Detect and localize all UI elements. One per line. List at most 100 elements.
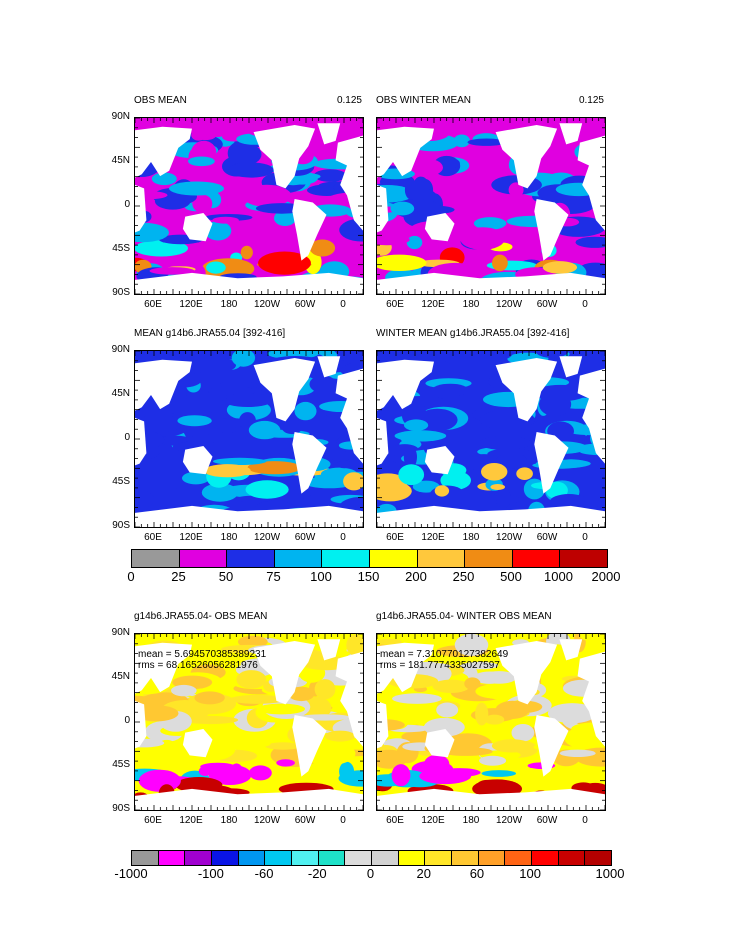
lon-label: 180 (462, 815, 480, 826)
field-patch (258, 251, 311, 275)
lat-label: 90S (112, 803, 130, 814)
field-patch (549, 494, 589, 510)
land-mass (577, 135, 605, 231)
lon-label: 120W (495, 815, 523, 826)
field-patch (497, 495, 520, 504)
field-patch (479, 435, 531, 451)
colorbar-cell (212, 851, 239, 865)
lon-label: 180 (462, 532, 480, 543)
field-patch (403, 445, 417, 469)
land-mass (317, 639, 341, 661)
field-patch (559, 749, 596, 757)
land-mass (317, 356, 341, 378)
land-mass (377, 642, 434, 694)
map-p4 (376, 350, 606, 528)
field-patch (491, 739, 532, 753)
lon-label: 180 (462, 299, 480, 310)
lon-label: 120W (253, 532, 281, 543)
map-field (135, 351, 363, 527)
field-patch (464, 677, 481, 690)
field-patch (185, 392, 229, 402)
lon-label: 60E (386, 299, 404, 310)
lat-label: 0 (124, 199, 130, 210)
field-patch (542, 261, 578, 274)
field-patch (508, 182, 524, 198)
land-mass (292, 199, 327, 261)
land-mass (135, 126, 192, 178)
field-patch (394, 430, 447, 442)
field-patch (203, 464, 251, 478)
map-field (135, 118, 363, 294)
field-patch (533, 384, 588, 402)
field-patch (343, 472, 363, 491)
field-patch (194, 691, 225, 705)
field-patch (303, 476, 355, 489)
land-mass (335, 135, 363, 231)
colorbar-label: 50 (218, 569, 234, 584)
field-patch (467, 138, 506, 146)
colorbar-label: 200 (405, 569, 427, 584)
field-patch (405, 158, 443, 177)
field-patch (439, 747, 493, 756)
lon-label: 120E (179, 299, 203, 310)
field-patch (479, 755, 507, 766)
field-patch (406, 235, 423, 250)
colorbar-label: 75 (266, 569, 281, 584)
lon-label: 0 (582, 532, 588, 543)
land-mass (377, 126, 434, 178)
colorbar-cell (274, 550, 323, 567)
colorbar-label: -20 (307, 866, 327, 881)
field-patch (576, 351, 605, 363)
colorbar-cell (560, 550, 607, 567)
field-patch (256, 738, 271, 747)
panel-title: WINTER MEAN g14b6.JRA55.04 [392-416] (376, 328, 570, 339)
land-mass (253, 641, 316, 705)
field-patch (135, 222, 169, 243)
field-patch (398, 464, 425, 486)
field-patch (300, 696, 332, 720)
map-field (377, 351, 605, 527)
colorbar-cell (417, 550, 466, 567)
colorbar-label: 1000 (595, 866, 625, 881)
field-patch (182, 715, 239, 725)
lat-label: 45N (111, 388, 130, 399)
field-patch (377, 638, 402, 646)
field-patch (436, 702, 459, 718)
lon-label: 180 (220, 532, 238, 543)
colorbar-label: 60 (469, 866, 485, 881)
land-mass (377, 700, 389, 749)
map-p5 (134, 633, 364, 811)
land-mass (253, 358, 316, 422)
lat-label: 90N (111, 111, 130, 122)
field-patch (404, 419, 429, 431)
field-patch (460, 227, 505, 250)
land-mass (182, 446, 213, 475)
field-patch (416, 205, 455, 214)
colorbar-cell (322, 550, 370, 567)
colorbar-label: -1000 (114, 866, 148, 881)
land-mass (135, 184, 147, 233)
colorbar-cell (318, 851, 346, 865)
land-mass (424, 213, 455, 242)
lat-label: 90S (112, 520, 130, 531)
field-patch (274, 210, 296, 226)
panel-stat: rms = 181.7774335027597 (380, 660, 500, 671)
lon-label: 180 (220, 299, 238, 310)
land-mass (495, 641, 558, 705)
field-patch (191, 433, 212, 444)
field-patch (496, 453, 527, 469)
colorbar-bottom (131, 850, 612, 866)
field-patch (177, 415, 212, 427)
field-patch (324, 730, 356, 742)
panel-title: OBS WINTER MEAN (376, 95, 472, 106)
field-patch (247, 461, 302, 475)
colorbar-cell (452, 851, 479, 865)
land-mass (135, 642, 192, 694)
colorbar-label: 100 (519, 866, 541, 881)
lon-label: 60E (386, 532, 404, 543)
land-mass (135, 359, 192, 411)
land-mass (135, 417, 147, 466)
land-mass (335, 651, 363, 747)
lon-label: 60E (144, 532, 162, 543)
map-p3 (134, 350, 364, 528)
